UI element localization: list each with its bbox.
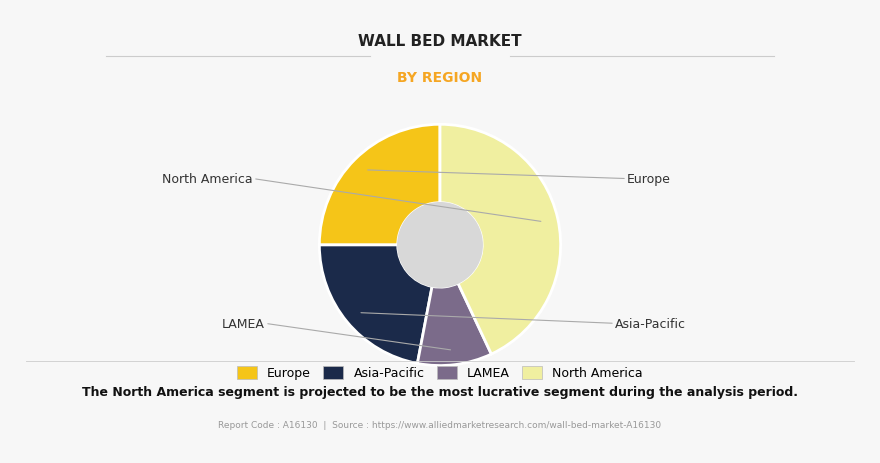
- Text: Asia-Pacific: Asia-Pacific: [615, 317, 686, 330]
- Text: LAMEA: LAMEA: [222, 317, 265, 330]
- Text: Report Code : A16130  |  Source : https://www.alliedmarketresearch.com/wall-bed-: Report Code : A16130 | Source : https://…: [218, 420, 662, 429]
- Circle shape: [398, 203, 482, 288]
- Text: North America: North America: [163, 173, 253, 186]
- Text: BY REGION: BY REGION: [398, 71, 482, 85]
- Wedge shape: [440, 125, 561, 354]
- Wedge shape: [417, 283, 491, 366]
- Text: The North America segment is projected to be the most lucrative segment during t: The North America segment is projected t…: [82, 385, 798, 398]
- Text: WALL BED MARKET: WALL BED MARKET: [358, 34, 522, 49]
- Wedge shape: [319, 125, 440, 245]
- Wedge shape: [319, 245, 432, 363]
- Text: Europe: Europe: [627, 173, 671, 186]
- Legend: Europe, Asia-Pacific, LAMEA, North America: Europe, Asia-Pacific, LAMEA, North Ameri…: [232, 361, 648, 384]
